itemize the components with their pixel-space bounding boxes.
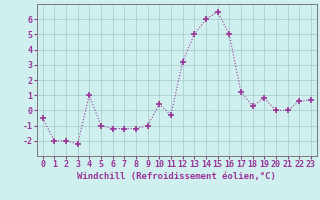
X-axis label: Windchill (Refroidissement éolien,°C): Windchill (Refroidissement éolien,°C) [77,172,276,181]
